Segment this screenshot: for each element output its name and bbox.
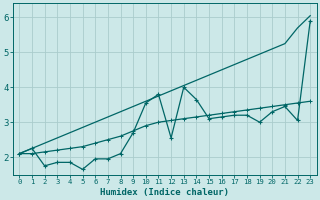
X-axis label: Humidex (Indice chaleur): Humidex (Indice chaleur): [100, 188, 229, 197]
